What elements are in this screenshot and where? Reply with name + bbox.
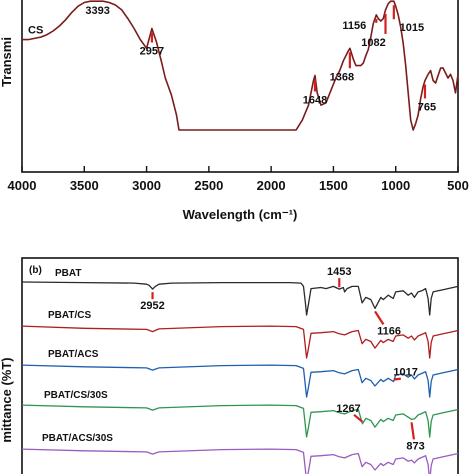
panel-b-series-line (21, 281, 459, 316)
panel-a-annotation-label: 1156 (342, 20, 366, 32)
panel-b-label: (b) (29, 265, 42, 276)
panel-a-annotation-label: 1015 (400, 22, 424, 34)
panel-a-x-tick-label: 3500 (70, 178, 99, 193)
panel-b-series-label: PBAT/ACS (48, 349, 99, 360)
panel-a-x-tick-label: 3000 (132, 178, 161, 193)
panel-a-x-tick-label: 2500 (194, 178, 223, 193)
panel-a-series: CS (22, 0, 459, 131)
panel-b-frame (21, 257, 459, 474)
panel-b-annotation-label: 1453 (327, 266, 351, 278)
panel-b-series-line (21, 325, 459, 359)
panel-b-annotation-label: 873 (406, 440, 424, 452)
panel-b-series-label: PBAT/CS (48, 310, 91, 321)
panel-a-frame (21, 0, 459, 173)
panel-a-x-tick-label: 500 (447, 178, 469, 193)
panel-b-annotation-label: 1267 (336, 403, 360, 415)
panel-b-series (21, 281, 459, 474)
panel-a: Transmi 4000 3500 3000 2500 2000 1500 1000 500 … (0, 0, 469, 222)
panel-b-annotation-marker (374, 310, 385, 325)
panel-b-annotations: 2952 1453 1166 1017 1267 873 (140, 266, 424, 452)
panel-a-annotation-label: 1082 (361, 37, 385, 49)
panel-a-annotation-label: 2957 (140, 45, 164, 57)
panel-a-series-line-cs (22, 0, 459, 131)
panel-a-xlabel: Wavelength (cm⁻¹) (183, 207, 298, 222)
panel-b-annotation-label: 1017 (393, 367, 417, 379)
panel-b-annotation-label: 1166 (377, 325, 401, 337)
panel-a-annotation-label: 3393 (85, 5, 109, 17)
panel-b-series-label: PBAT/ACS/30S (42, 433, 113, 444)
panel-b-series-labels: PBAT PBAT/CS PBAT/ACS PBAT/CS/30S PBAT/ACS/3… (42, 268, 113, 444)
panel-a-x-tick-label: 2000 (257, 178, 286, 193)
panel-a-annotation-label: 1368 (330, 71, 354, 83)
panel-b-series-line (21, 364, 459, 398)
panel-a-x-ticks: 4000 3500 3000 2500 2000 1500 1000 500 (8, 166, 469, 193)
panel-b-annotation-label: 2952 (140, 300, 164, 312)
panel-a-x-tick-label: 1000 (381, 178, 410, 193)
panel-a-annotation-label: 765 (418, 101, 436, 113)
panel-b-annotation-marker (353, 413, 364, 423)
panel-b-annotation-marker (410, 422, 416, 440)
panel-b: (b) mittance (%T) PBATPBAT/CSPBAT/ACSPBA… (0, 257, 459, 474)
panel-b-series-line (21, 404, 459, 438)
panel-b-series-line (21, 448, 459, 474)
panel-a-ylabel: Transmi (0, 37, 14, 87)
panel-b-series-label: PBAT (55, 268, 81, 279)
panel-b-ylabel: mittance (%T) (0, 357, 14, 442)
panel-b-series-label: PBAT/CS/30S (44, 390, 108, 401)
panel-b-annotation-marker (393, 377, 401, 381)
panel-a-series-label: CS (28, 25, 43, 37)
panel-a-annotation-label: 1648 (303, 95, 327, 107)
panel-a-x-tick-label: 4000 (8, 178, 37, 193)
panel-a-x-tick-label: 1500 (319, 178, 348, 193)
